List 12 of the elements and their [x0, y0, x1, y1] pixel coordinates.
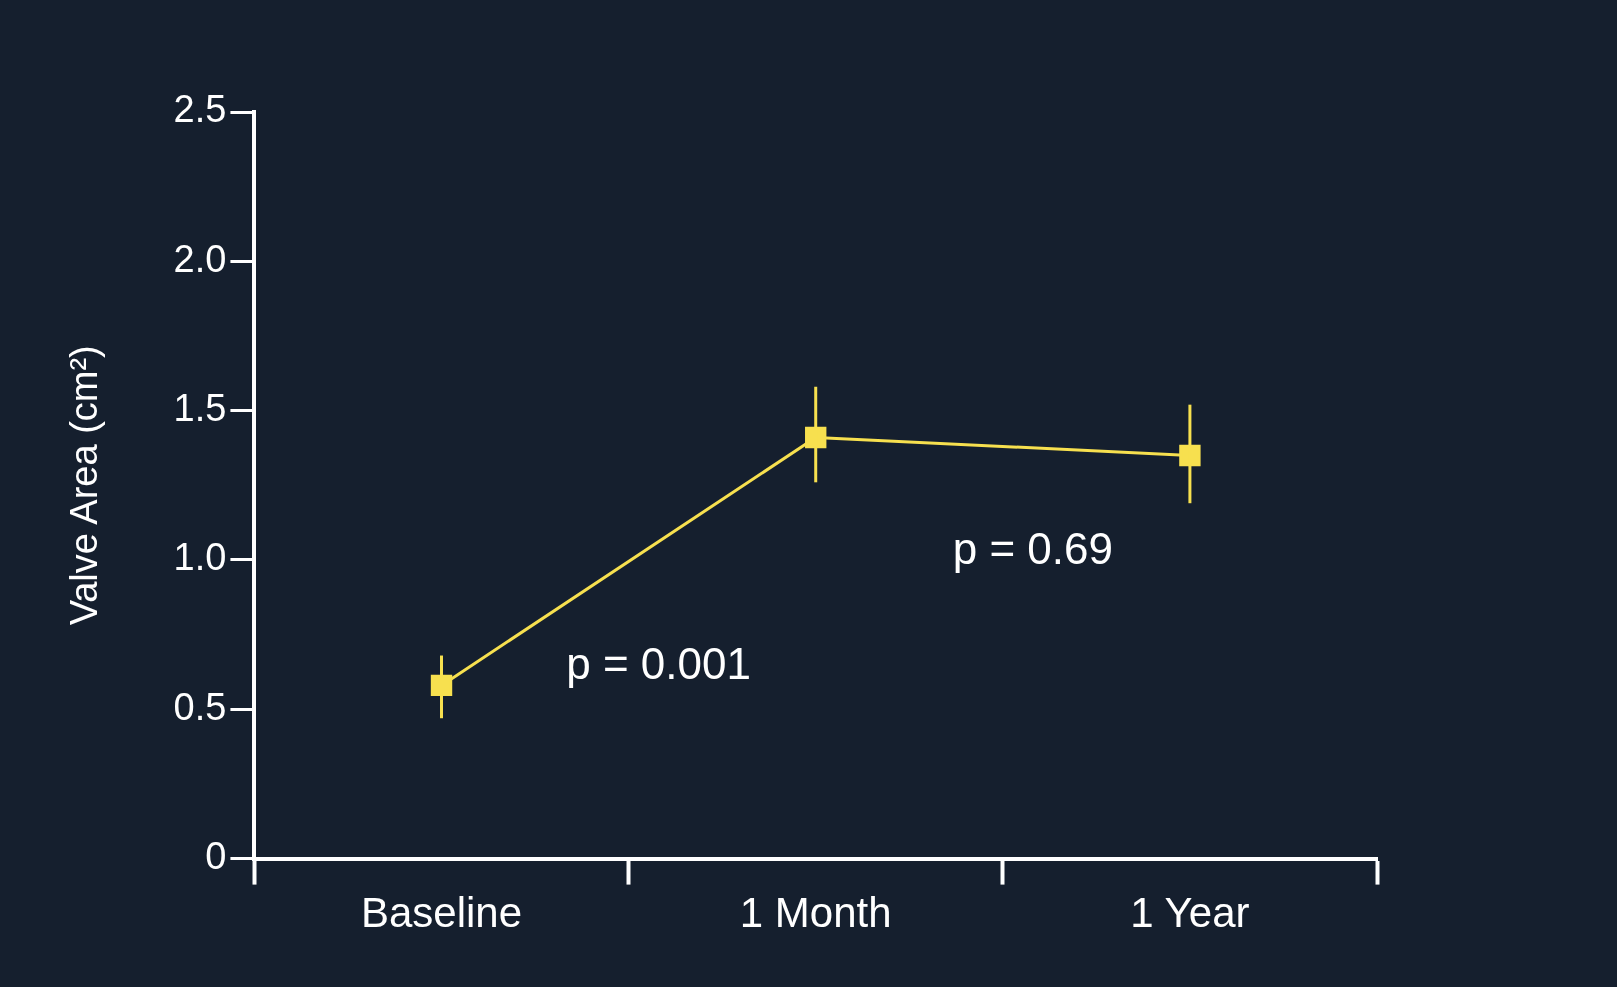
y-tick-label: 2.0: [173, 237, 227, 280]
y-tick-label: 0: [205, 835, 227, 878]
y-tick-label: 1.0: [173, 536, 227, 579]
y-axis-title: Valve Area (cm²): [63, 345, 106, 626]
y-tick-label: 1.5: [173, 387, 227, 430]
y-tick-label: 2.5: [173, 88, 227, 131]
annotation: p = 0.69: [952, 523, 1113, 573]
annotation: p = 0.001: [566, 638, 751, 688]
x-tick-label: 1 Month: [739, 889, 892, 937]
x-tick-label: 1 Year: [1130, 889, 1250, 937]
x-tick-label: Baseline: [360, 889, 523, 937]
y-tick-label: 0.5: [173, 685, 227, 728]
